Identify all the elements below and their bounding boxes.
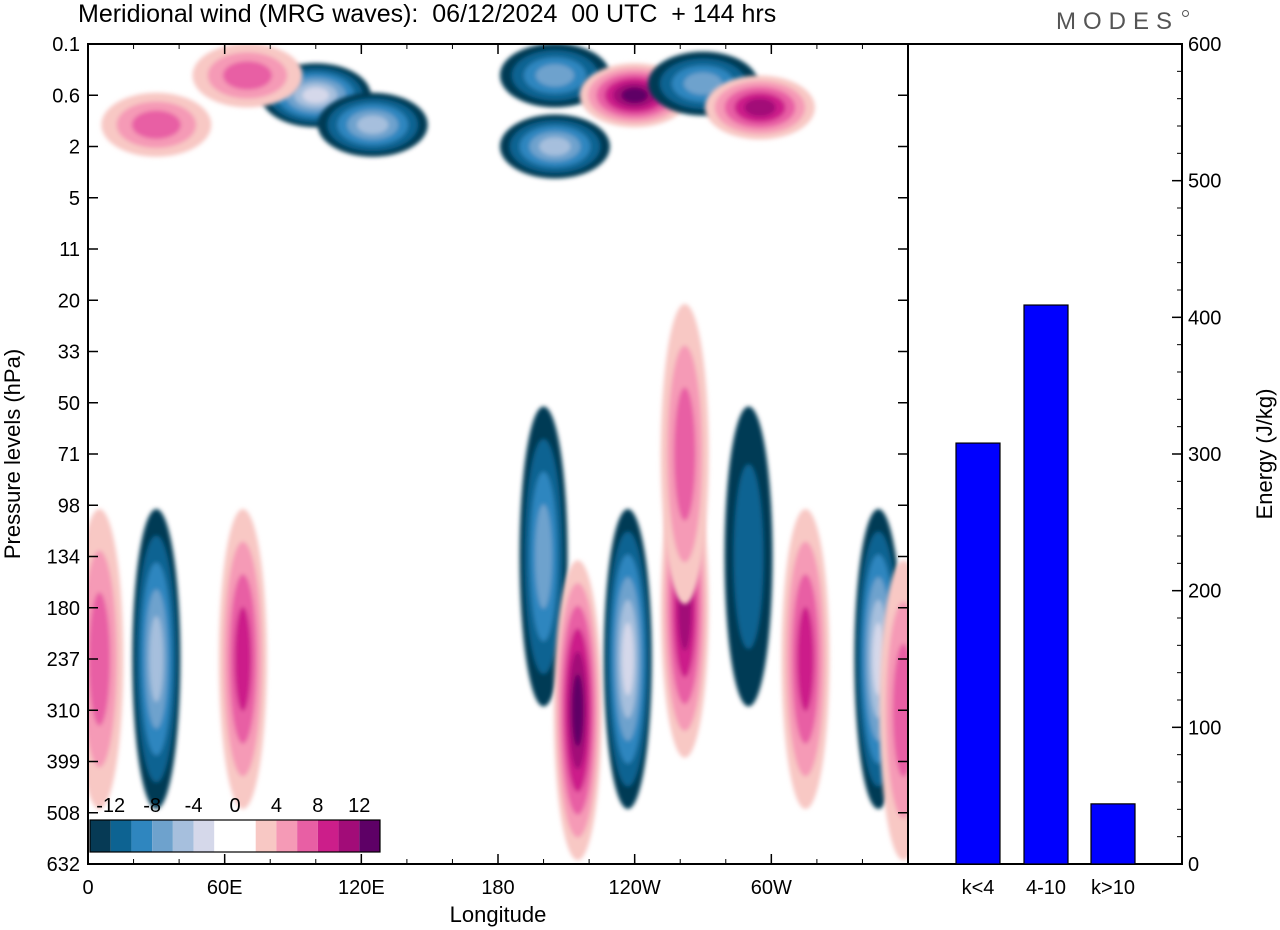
colorbar-cell	[317, 820, 339, 852]
heatmap-feature	[724, 406, 773, 707]
heatmap-feature	[879, 560, 908, 861]
x-tick-label: 60W	[751, 877, 792, 899]
heatmap-feature	[519, 406, 568, 707]
colorbar-cell	[235, 820, 256, 852]
y-tick-label: 5	[69, 188, 80, 210]
y-tick-label: 180	[47, 598, 80, 620]
colorbar-cell	[90, 820, 111, 852]
energy-axis-title: Energy (J/kg)	[1252, 389, 1277, 520]
energy-tick-label: 300	[1188, 444, 1221, 466]
x-axis-title: Longitude	[450, 902, 547, 927]
heatmap-feature	[317, 92, 428, 157]
colorbar-cell	[172, 820, 194, 852]
x-tick-label: 120W	[609, 877, 661, 899]
colorbar-cell	[131, 820, 153, 852]
colorbar-label: -12	[96, 795, 125, 817]
y-tick-label: 50	[58, 393, 80, 415]
y-tick-label: 508	[47, 803, 80, 825]
heatmap-feature	[499, 114, 610, 179]
energy-tick-label: 600	[1188, 34, 1221, 56]
energy-tick-label: 200	[1188, 581, 1221, 603]
colorbar-cell	[359, 820, 380, 852]
y-tick-label: 20	[58, 290, 80, 312]
energy-tick-label: 400	[1188, 307, 1221, 329]
y-tick-label: 399	[47, 752, 80, 774]
colorbar-label: 0	[229, 795, 240, 817]
colorbar-cell	[338, 820, 360, 852]
colorbar-label: 4	[271, 795, 282, 817]
x-tick-label: 60E	[207, 877, 243, 899]
colorbar-label: 8	[312, 795, 323, 817]
bar-category-label: k<4	[962, 877, 995, 899]
colorbar-cell	[152, 820, 173, 852]
heatmap-feature	[132, 509, 181, 809]
energy-bar	[955, 442, 1001, 865]
heatmap-feature	[781, 509, 830, 809]
heatmap-feature	[603, 509, 652, 809]
colorbar: -12 -8 -4 0 4 8 12	[89, 795, 381, 853]
colorbar-cell	[193, 820, 215, 852]
heatmap-feature	[88, 509, 124, 809]
heatmap-feature	[101, 92, 212, 157]
bar-category-label: k>10	[1091, 877, 1135, 899]
y-tick-label: 310	[47, 700, 80, 722]
energy-tick-label: 0	[1188, 854, 1199, 876]
heatmap-feature	[704, 75, 815, 140]
heatmap-feature	[499, 44, 610, 108]
heatmap-feature	[218, 509, 267, 809]
y-tick-label: 98	[58, 495, 80, 517]
y-tick-label: 11	[59, 239, 80, 261]
energy-bar	[1023, 304, 1069, 865]
energy-tick-label: 100	[1188, 717, 1221, 739]
colorbar-cell	[255, 820, 277, 852]
colorbar-cell	[297, 820, 318, 852]
y-tick-label: 134	[47, 547, 80, 569]
colorbar-cell	[276, 820, 298, 852]
heatmap-feature	[192, 44, 303, 108]
x-tick-label: 0	[82, 877, 93, 899]
energy-bar-plot: k<4 4-10 k>10 0 100 200 300 400 500 600	[907, 34, 1221, 899]
y-tick-label: 237	[47, 649, 80, 671]
x-tick-label: 180	[481, 877, 514, 899]
colorbar-label: -4	[185, 795, 203, 817]
registered-mark-icon	[1182, 10, 1189, 17]
colorbar-label: -8	[143, 795, 161, 817]
y-axis-title: Pressure levels (hPa)	[0, 349, 25, 559]
brand-logo: MODES	[1056, 8, 1180, 35]
energy-tick-label: 500	[1188, 171, 1221, 193]
colorbar-cell	[110, 820, 132, 852]
bar-category-label: 4-10	[1026, 877, 1066, 899]
x-tick-label: 120E	[338, 877, 385, 899]
heatmap-plot	[88, 44, 908, 864]
energy-bar	[1090, 803, 1136, 865]
y-tick-label: 0.1	[52, 34, 80, 56]
y-tick-label: 2	[69, 137, 80, 159]
chart-title: Meridional wind (MRG waves): 06/12/2024 …	[78, 0, 777, 28]
y-tick-label: 71	[58, 444, 80, 466]
y-tick-label: 33	[58, 342, 80, 364]
colorbar-label: 12	[348, 795, 370, 817]
heatmap-feature	[660, 304, 709, 604]
y-tick-label: 0.6	[52, 85, 80, 107]
y-tick-label: 632	[47, 854, 80, 876]
heatmap-feature	[553, 560, 602, 861]
colorbar-cell	[214, 820, 235, 852]
